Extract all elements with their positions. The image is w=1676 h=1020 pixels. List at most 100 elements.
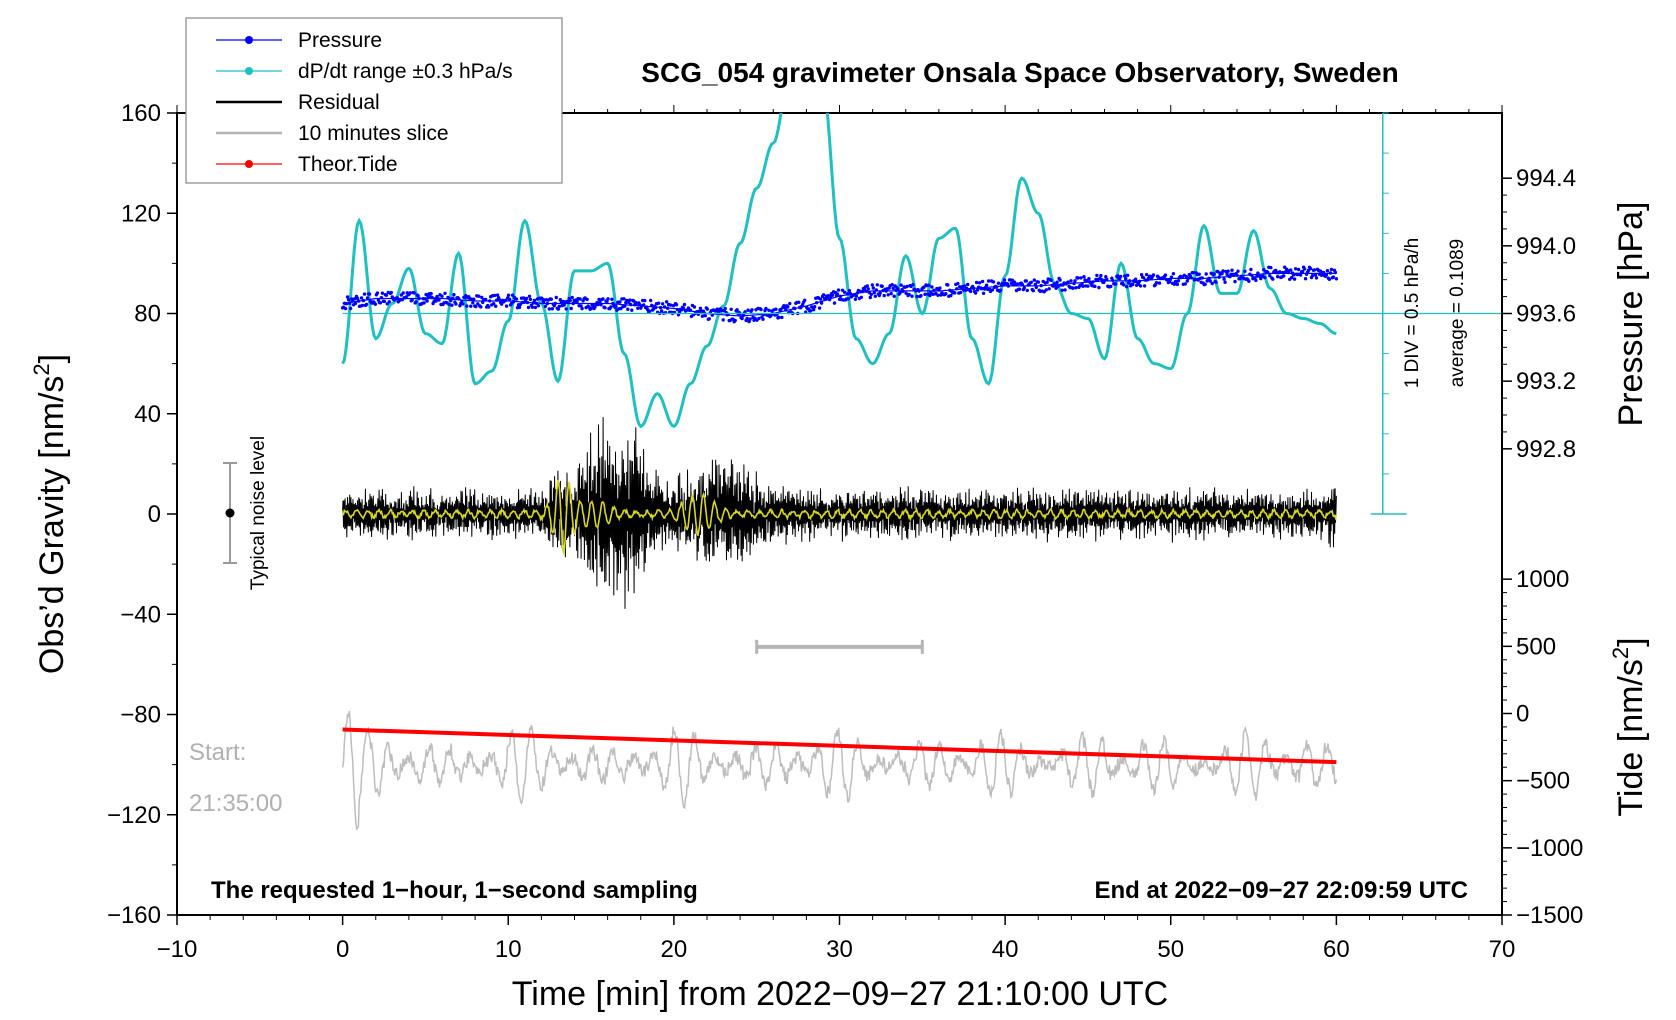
pressure-point [938,286,942,290]
pressure-point [570,295,574,300]
pressure-point [660,302,665,306]
pressure-point [507,297,512,301]
pressure-point [492,302,496,306]
pressure-point [733,318,737,323]
tide-tick-label: −1500 [1516,902,1583,929]
tide-axis: −1500 −1000 −500 0 500 1000 [1501,566,1583,929]
pressure-point [1197,272,1201,276]
pressure-point [827,297,832,302]
pressure-point [872,291,876,295]
pressure-point [645,305,649,309]
pressure-point [819,301,824,305]
dpdt-div-note: 1 DIV = 0.5 hPa/h [1402,238,1423,389]
pressure-point [1216,270,1220,274]
pressure-point [880,284,884,288]
pressure-point [1185,279,1190,283]
pressure-point [1171,272,1176,276]
pressure-point [949,293,953,298]
pressure-point [506,293,511,297]
pressure-point [707,317,711,321]
pressure-point [528,297,533,302]
pressure-point [1015,282,1020,286]
pressure-point [1303,277,1308,281]
pressure-point [890,283,894,287]
pressure-point [899,283,903,287]
pressure-point [1086,284,1090,288]
pressure-point [562,303,566,307]
pressure-point [527,294,532,298]
pressure-point [1331,275,1336,279]
pressure-point [1133,277,1138,281]
x-tick-label: 60 [1323,936,1350,963]
x-tick-label: 50 [1157,936,1184,963]
y-tick-label: −80 [120,702,161,729]
pressure-point [547,307,551,311]
pressure-point [784,308,788,312]
pressure-point [412,291,416,295]
pressure-point [654,305,658,310]
tide-tick-label: 0 [1516,700,1529,727]
pressure-point [1278,270,1282,274]
pressure-point [1044,288,1048,292]
pressure-point [408,291,412,295]
pressure-point [450,303,454,307]
pressure-point [1329,267,1334,272]
pressure-point [457,297,461,301]
pressure-point [575,299,579,304]
pressure-point [579,304,583,308]
pressure-point [557,304,561,309]
pressure-point [873,294,877,298]
legend-label: 10 minutes slice [298,122,449,145]
pressure-point [526,305,531,310]
pressure-point [1104,275,1108,279]
pressure-point [1287,270,1291,275]
pressure-point [1193,277,1198,282]
pressure-point [979,287,984,291]
pressure-point [373,302,378,306]
x-tick-label: 70 [1489,936,1516,963]
pressure-point [911,283,915,287]
residual-smoothed-series [342,479,1338,556]
pressure-point [990,288,995,292]
pressure-point [384,293,389,297]
pressure-point [919,294,923,298]
pressure-point [1310,273,1315,278]
pressure-point [698,306,703,310]
pressure-point [682,302,687,307]
pressure-point [896,287,900,292]
pressure-point [1053,283,1057,287]
legend-label: Pressure [298,29,382,52]
noise-label: Typical noise level [248,436,269,590]
pressure-point [901,289,905,293]
pressure-point [1263,275,1267,280]
pressure-point [813,305,817,309]
pressure-point [1123,274,1127,278]
pressure-point [1208,279,1212,283]
pressure-point [389,290,393,295]
pressure-point [845,292,850,296]
pressure-point [596,302,600,307]
pressure-point [580,306,584,311]
pressure-point [1034,285,1039,290]
pressure-point [1169,275,1174,279]
pressure-point [606,297,610,301]
pressure-point [1105,277,1109,281]
pressure-tick-label: 994.4 [1516,165,1576,192]
pressure-point [907,292,911,297]
pressure-point [451,296,455,300]
pressure-point [923,292,927,296]
pressure-point [981,291,986,295]
pressure-point [359,296,364,300]
pressure-point [973,291,978,295]
dpdt-series [341,113,1337,429]
pressure-point [521,296,526,300]
pressure-point [375,291,380,295]
pressure-point [821,293,826,297]
pressure-point [452,293,456,297]
pressure-point [495,298,499,302]
pressure-point [564,307,568,311]
pressure-point [1124,277,1128,281]
pressure-point [905,284,909,289]
pressure-point [1250,273,1254,278]
pressure-point [545,301,549,306]
